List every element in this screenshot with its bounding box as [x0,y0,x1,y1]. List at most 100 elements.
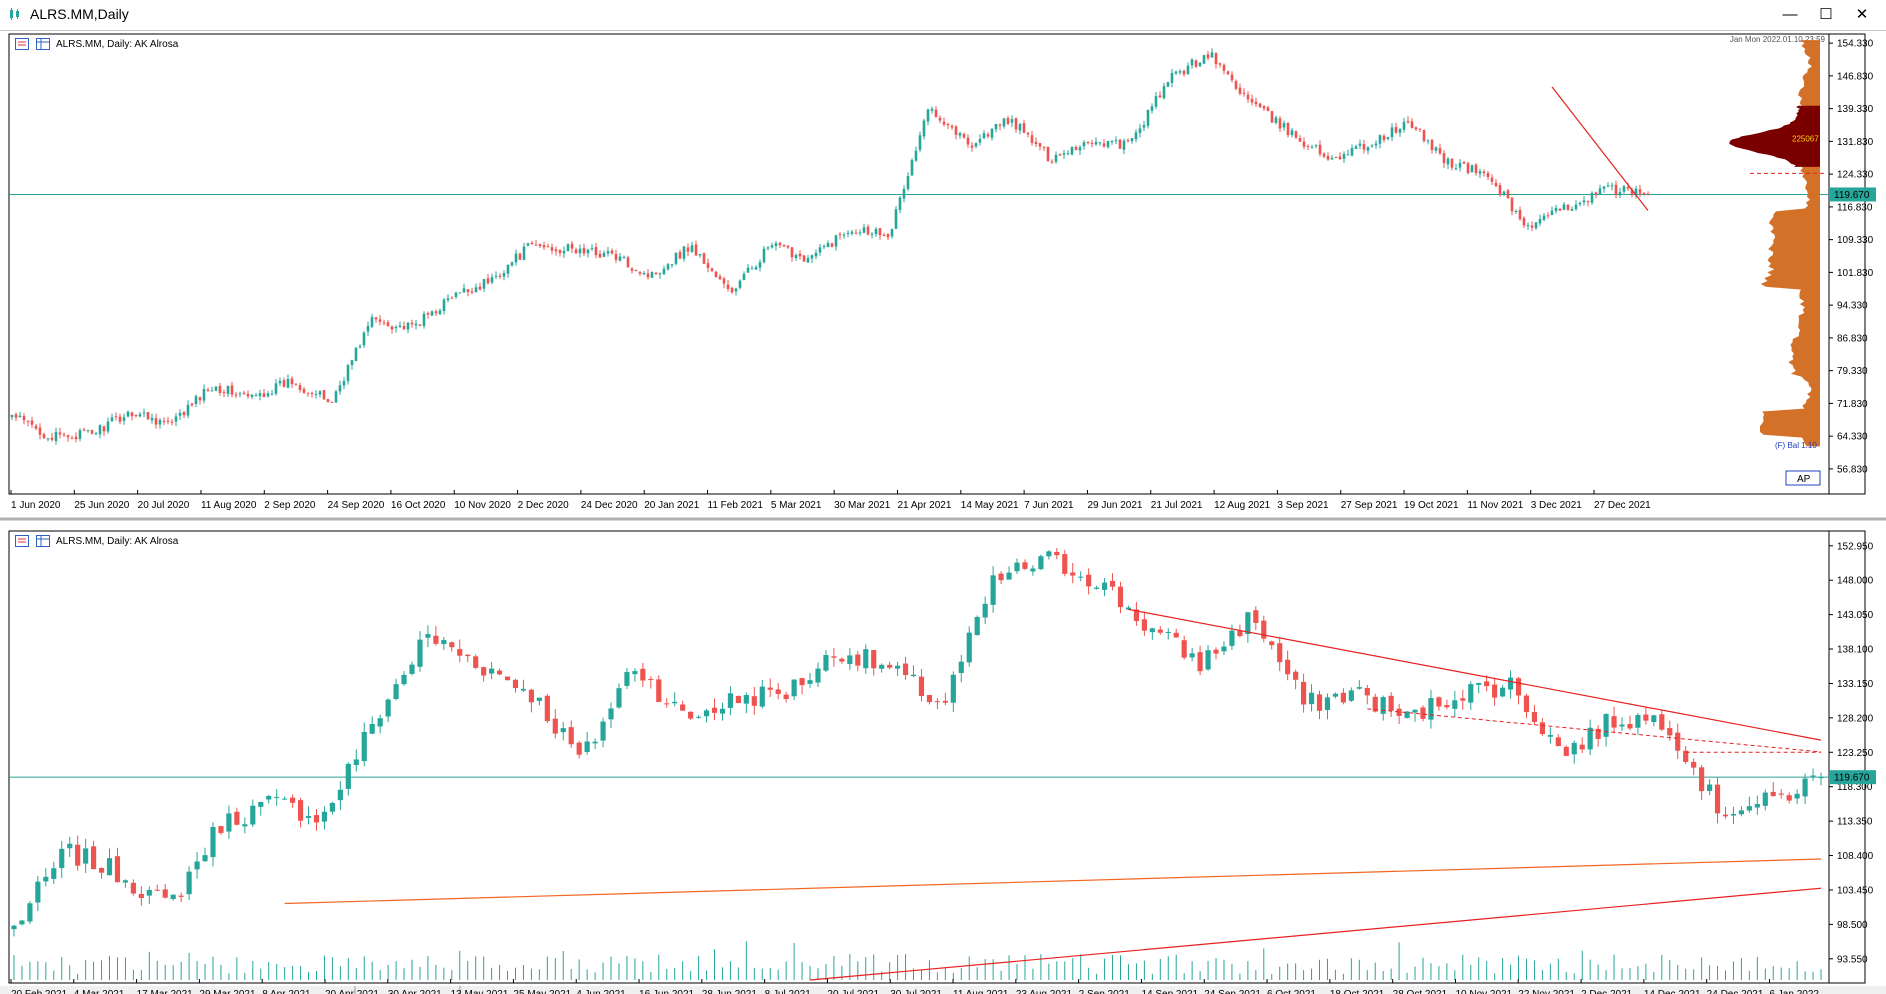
lower-chart-panel[interactable]: ALRS.MM, Daily: AK Alrosa [8,530,1866,984]
candle-body [1210,52,1214,58]
y-tick-label: 139.330 [1837,104,1874,115]
candle-body [446,298,450,301]
candle-body [1398,129,1402,133]
y-tick-label: 109.330 [1837,235,1874,246]
candle-body [1214,53,1218,65]
candle-body [1181,640,1187,658]
candle-body [958,132,962,136]
candle-body [1626,187,1630,189]
upper-chart-panel[interactable]: ALRS.MM, Daily: AK Alrosa Jan Mon 2022.0… [8,33,1866,495]
ap-button[interactable] [1785,470,1821,486]
candle-body [226,386,230,394]
x-tick-label: 30 Jul 2021 [890,989,942,994]
candle-body [66,435,70,438]
candle-body [759,686,765,707]
candle-body [1476,682,1482,685]
y-tick-label: 56.830 [1837,464,1868,475]
x-tick-label: 17 Mar 2021 [137,989,194,994]
candle-body [1133,609,1140,621]
upper-symbol-label: ALRS.MM, Daily: AK Alrosa [56,39,179,50]
ap-button-label[interactable]: AP [1797,474,1811,485]
candle-body [1382,135,1386,140]
candle-body [14,414,18,418]
minimize-button[interactable]: — [1782,6,1798,23]
candle-body [590,248,594,250]
upper-plot[interactable]: 154.330 146.830 139.330 131.830 124.330 116.8… [9,39,1876,511]
candle-body [562,250,566,254]
candle-body [862,227,866,233]
lower-plot[interactable]: 152.950 148.000 143.050 138.100 133.150 128.2… [9,541,1876,994]
list-icon[interactable] [15,535,29,547]
candle-body [90,846,97,870]
close-button[interactable]: ✕ [1855,6,1869,23]
candle-body [122,880,129,883]
candle-body [490,277,494,283]
candle-body [658,273,662,275]
candle-body [1762,792,1768,806]
trend-line[interactable] [1551,86,1649,211]
x-tick-label: 14 Sep 2021 [1141,989,1198,994]
candle-body [1237,630,1243,637]
candle-body [672,701,678,704]
candle-body [518,253,522,260]
candle-body [378,319,382,322]
candle-body [1683,750,1689,762]
candle-body [858,232,862,234]
x-tick-label: 2 Sep 2021 [1079,989,1131,994]
candle-body [361,731,367,762]
candle-body [1262,106,1266,109]
candle-body [1595,728,1601,739]
candle-body [1245,612,1251,635]
candle-body [1466,163,1470,174]
x-tick-label: 8 Apr 2021 [262,989,311,994]
candle-body [950,674,956,703]
chart-app-icon [10,8,19,20]
candle-body [1270,111,1274,123]
candle-body [166,420,170,422]
candle-body [718,276,722,280]
maximize-button[interactable]: ☐ [1819,6,1833,23]
candle-body [1006,572,1012,580]
candle-body [1042,147,1046,149]
x-tick-label: 24 Dec 2020 [581,500,638,511]
candle-body [82,429,86,431]
candle-body [847,655,853,664]
candle-body [678,252,682,259]
x-tick-label: 5 Mar 2021 [771,500,822,511]
candle-body [434,311,438,314]
candle-body [258,801,264,807]
candle-body [1590,192,1594,203]
candle-body [1738,810,1745,815]
candle-body [202,388,206,401]
candle-body [686,247,690,252]
candle-body [354,347,358,361]
candle-body [430,311,434,316]
trend-line[interactable] [1128,608,1822,741]
trend-line[interactable] [809,887,1822,981]
x-tick-label: 30 Apr 2021 [388,989,442,994]
candle-body [1438,148,1442,154]
candle-body [1222,64,1226,71]
candle-body [942,700,948,703]
candle-body [1170,72,1174,83]
candle-body [1659,714,1665,730]
trend-line[interactable] [284,858,1822,905]
candle-body [1101,582,1108,590]
candle-body [710,268,714,271]
candle-body [1306,145,1310,147]
candle-body [454,292,458,297]
candle-body [746,267,750,273]
x-tick-label: 20 Jan 2021 [644,500,699,511]
candle-body [1050,161,1054,163]
candle-body [1205,650,1211,670]
candle-body [406,322,410,330]
candle-body [1290,130,1294,136]
charts-canvas[interactable]: ALRS.MM, Daily: AK Alrosa Jan Mon 2022.0… [0,30,1886,994]
y-tick-label: 146.830 [1837,71,1874,82]
list-icon[interactable] [15,38,29,50]
candle-body [1308,692,1315,705]
table-icon[interactable] [36,38,50,50]
candle-body [1458,162,1462,168]
candle-body [786,245,790,248]
table-icon[interactable] [36,535,50,547]
